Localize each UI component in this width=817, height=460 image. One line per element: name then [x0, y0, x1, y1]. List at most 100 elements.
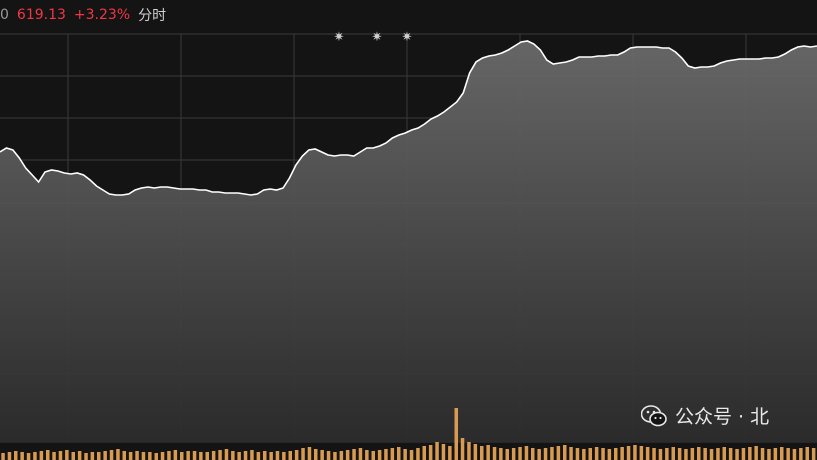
volume-bar: [46, 450, 50, 460]
volume-bar: [563, 445, 567, 460]
volume-bar: [416, 448, 420, 460]
volume-bar: [767, 449, 771, 460]
volume-bar: [269, 452, 273, 460]
volume-bar: [192, 451, 197, 460]
volume-bar: [805, 447, 809, 460]
volume-bars: [1, 408, 816, 460]
volume-bar: [754, 446, 758, 460]
prev-value: 0: [0, 7, 9, 23]
volume-bar: [684, 449, 688, 460]
volume-bar: [288, 451, 292, 460]
price-area-fill: [0, 41, 817, 442]
volume-bar: [550, 447, 554, 460]
volume-bar: [448, 446, 452, 460]
volume-bar: [243, 451, 248, 460]
volume-bar: [97, 452, 101, 460]
intraday-mode-label[interactable]: 分时: [138, 8, 167, 24]
volume-bar: [601, 448, 605, 460]
volume-bar: [671, 447, 675, 460]
volume-bar: [275, 451, 280, 460]
volume-bar: [658, 449, 663, 460]
volume-bar: [518, 447, 522, 460]
volume-bar: [741, 448, 746, 460]
volume-bar: [218, 450, 222, 460]
price-line: [0, 40, 817, 196]
volume-bar: [52, 452, 56, 460]
volume-bar: [626, 446, 631, 460]
volume-bar: [697, 447, 701, 460]
volume-bar: [199, 452, 203, 460]
volume-bar: [314, 449, 318, 460]
volume-bar: [1, 453, 5, 460]
volume-bar: [531, 448, 535, 460]
volume-bar: [735, 449, 739, 460]
volume-bar: [499, 448, 503, 460]
volume-bar: [7, 452, 12, 460]
volume-bar: [441, 444, 446, 460]
volume-bar: [135, 451, 139, 460]
volume-bar: [205, 452, 209, 460]
volume-bar: [148, 452, 152, 460]
volume-bar: [339, 451, 344, 460]
volume-bar: [524, 446, 529, 460]
volume-bar: [109, 450, 114, 460]
volume-bar: [582, 449, 586, 460]
volume-bar: [677, 448, 682, 460]
volume-bar: [365, 450, 369, 460]
watermark-text: 公众号 · 北: [675, 406, 770, 428]
volume-bar: [639, 446, 644, 460]
volume-bar: [575, 448, 580, 460]
volume-bar: [511, 448, 516, 460]
volume-bar: [20, 452, 24, 460]
volume-bar: [326, 451, 331, 460]
volume-bar: [454, 408, 458, 460]
volume-bar: [607, 449, 612, 460]
volume-bar: [390, 448, 395, 460]
event-star-icon[interactable]: ✷: [334, 30, 345, 45]
volume-bar: [128, 452, 133, 460]
volume-bar: [116, 449, 120, 460]
volume-bar: [167, 451, 171, 460]
volume-bar: [728, 448, 733, 460]
volume-bar: [760, 448, 765, 460]
volume-bar: [231, 451, 235, 460]
volume-bar: [665, 448, 669, 460]
volume-bar: [709, 449, 714, 460]
volume-bar: [371, 451, 375, 460]
volume-bar: [160, 452, 165, 460]
volume-bar: [811, 448, 816, 460]
volume-bar: [224, 449, 229, 460]
volume-bar: [716, 448, 720, 460]
volume-bar: [71, 452, 75, 460]
volume-bar: [320, 450, 324, 460]
volume-bar: [505, 449, 509, 460]
volume-bar: [422, 446, 426, 460]
volume-bar: [180, 452, 184, 460]
volume-bar: [780, 447, 784, 460]
volume-bar: [620, 447, 624, 460]
volume-bar: [301, 448, 305, 460]
volume-bar: [26, 453, 31, 460]
last-value: 619.13: [16, 7, 66, 23]
volume-bar: [122, 451, 126, 460]
volume-bar: [211, 451, 216, 460]
volume-bar: [141, 452, 146, 460]
volume-bar: [652, 448, 656, 460]
volume-bar: [384, 449, 388, 460]
volume-bar: [84, 453, 88, 460]
volume-bar: [486, 445, 490, 460]
volume-bar: [703, 448, 707, 460]
volume-bar: [722, 447, 726, 460]
volume-bar: [307, 447, 312, 460]
volume-bar: [58, 451, 63, 460]
volume-bar: [263, 451, 267, 460]
event-star-icon[interactable]: ✷: [372, 30, 383, 45]
volume-bar: [173, 450, 178, 460]
volume-bar: [792, 449, 797, 460]
volume-bar: [250, 450, 254, 460]
event-star-icon[interactable]: ✷: [402, 30, 413, 45]
volume-bar: [186, 451, 190, 460]
volume-bar: [786, 448, 790, 460]
event-markers: ✷ ✷ ✷: [334, 30, 413, 45]
